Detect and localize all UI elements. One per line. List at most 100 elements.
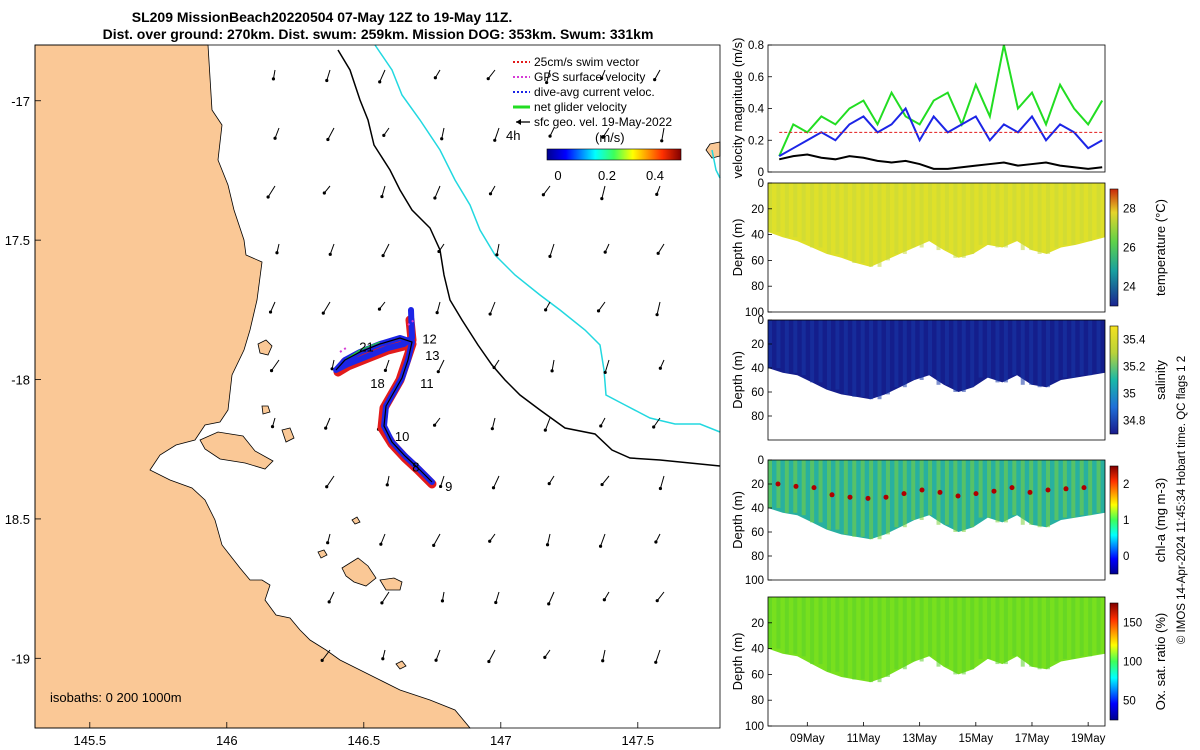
velocity-line-dive-avg-current-veloc- bbox=[778, 106, 1103, 157]
glider-track bbox=[333, 307, 437, 489]
section-stripe bbox=[852, 320, 857, 397]
section-stripe bbox=[869, 460, 874, 540]
surface-velocity-arrow bbox=[546, 69, 551, 83]
colorbar-tick-label: 34.8 bbox=[1123, 416, 1145, 428]
section-stripe bbox=[953, 460, 958, 532]
section-stripe bbox=[810, 183, 815, 248]
surface-velocity-arrowhead bbox=[270, 425, 275, 429]
section-stripe bbox=[1071, 460, 1076, 518]
colorbar-tick-label: 50 bbox=[1123, 696, 1136, 708]
chl-a-sample bbox=[865, 495, 871, 501]
section-stripe bbox=[1088, 597, 1093, 657]
colorbar-tick-label: 24 bbox=[1123, 282, 1136, 294]
surface-velocity-arrowhead bbox=[600, 76, 604, 80]
section-stripe bbox=[1012, 183, 1017, 242]
section-stripe bbox=[1029, 597, 1034, 667]
surface-velocity-arrow bbox=[274, 127, 280, 139]
colorbar-tick-2: 0.4 bbox=[646, 168, 664, 183]
surface-velocity-arrow bbox=[657, 243, 665, 254]
section-stripe bbox=[852, 460, 857, 537]
section-stripe bbox=[784, 460, 789, 513]
section-stripe bbox=[1088, 460, 1093, 516]
section-ytick-label: 20 bbox=[751, 618, 764, 630]
section-stripe bbox=[776, 597, 781, 649]
section-axes-frame bbox=[767, 319, 1106, 441]
legend-label-swim: 25cm/s swim vector bbox=[534, 55, 639, 69]
section-stripe bbox=[852, 597, 857, 680]
surface-velocity-arrow bbox=[494, 127, 500, 141]
section-panel-chl-a: 0 20 40 60 80 100 Depth (m) 0 1 2 chl-a (mg m-3) bbox=[730, 455, 1168, 587]
section-stripe bbox=[970, 597, 975, 670]
island-5 bbox=[379, 577, 403, 591]
section-panel-salinity: 0 20 40 60 80 Depth (m) 34.8 35 35.2 35.4 salinity bbox=[730, 315, 1168, 441]
section-stripe bbox=[902, 183, 907, 254]
surface-velocity-arrowhead bbox=[547, 482, 551, 486]
section-stripe bbox=[768, 183, 772, 233]
surface-velocity-arrowhead bbox=[268, 310, 273, 314]
section-stripe bbox=[1054, 597, 1059, 662]
section-stripe bbox=[987, 597, 992, 659]
section-stripe bbox=[818, 183, 823, 248]
surface-velocity-arrowhead bbox=[433, 196, 437, 200]
velocity-panel: 0 0.2 0.4 0.6 0.8 velocity magnitude (m/s) bbox=[730, 38, 1106, 179]
surface-velocity-arrows bbox=[266, 69, 665, 664]
chl-a-sample bbox=[901, 491, 907, 497]
surface-velocity-arrow bbox=[549, 243, 555, 257]
section-stripe bbox=[928, 183, 933, 242]
section-stripe bbox=[961, 183, 966, 258]
chl-a-sample bbox=[847, 494, 853, 500]
section-colorbar-label: temperature (°C) bbox=[1153, 199, 1168, 296]
section-stripe bbox=[911, 320, 916, 380]
surface-velocity-arrowhead bbox=[381, 253, 385, 258]
surface-velocity-arrow bbox=[654, 69, 661, 80]
section-stripe bbox=[894, 183, 899, 254]
surface-velocity-arrow bbox=[602, 127, 610, 138]
section-ytick-label: 20 bbox=[751, 339, 764, 351]
velocity-ytick-label: 0.2 bbox=[748, 135, 764, 147]
surface-velocity-arrow bbox=[436, 301, 441, 313]
surface-velocity-arrow bbox=[488, 649, 496, 662]
surface-velocity-arrowhead bbox=[655, 599, 659, 603]
section-stripe bbox=[961, 597, 966, 675]
legend-label-dive: dive-avg current veloc. bbox=[534, 85, 655, 99]
colorbar-tick-1: 0.2 bbox=[598, 168, 616, 183]
section-stripe bbox=[818, 460, 823, 523]
surface-velocity-arrowhead bbox=[383, 368, 388, 373]
surface-velocity-arrow bbox=[271, 359, 280, 371]
surface-velocity-arrowhead bbox=[548, 254, 552, 258]
map-colorbar bbox=[546, 148, 682, 161]
track-centerline bbox=[335, 337, 433, 483]
surface-velocity-arrowhead bbox=[434, 658, 438, 662]
surface-velocity-arrowhead bbox=[432, 543, 436, 547]
surface-velocity-arrowhead bbox=[271, 77, 276, 81]
surface-velocity-arrowhead bbox=[658, 486, 663, 491]
isobath-1000m-top-right bbox=[711, 149, 721, 179]
section-stripe bbox=[793, 597, 798, 654]
surface-velocity-arrow bbox=[380, 533, 386, 545]
section-stripe bbox=[1029, 320, 1034, 385]
surface-velocity-arrow bbox=[321, 649, 331, 661]
section-stripe bbox=[835, 460, 840, 530]
section-stripe bbox=[970, 183, 975, 254]
section-ytick-label: 60 bbox=[751, 387, 764, 399]
section-stripe bbox=[826, 597, 831, 672]
surface-velocity-arrowhead bbox=[655, 192, 659, 197]
surface-velocity-arrow bbox=[493, 475, 500, 488]
section-stripe bbox=[1062, 183, 1067, 245]
surface-velocity-arrowhead bbox=[380, 194, 384, 199]
section-stripe bbox=[902, 597, 907, 670]
section-stripe bbox=[1003, 597, 1008, 665]
section-ytick-label: 40 bbox=[751, 230, 764, 242]
section-stripe bbox=[1071, 597, 1076, 659]
surface-velocity-arrowhead bbox=[273, 136, 277, 140]
surface-velocity-arrowhead bbox=[437, 249, 441, 254]
section-stripe bbox=[801, 597, 806, 657]
map-ytick-label: -17 bbox=[11, 94, 30, 109]
colorbar-tick-label: 100 bbox=[1123, 657, 1142, 669]
surface-velocity-arrow bbox=[435, 649, 441, 661]
map-axis-ticks: 145.5 146 146.5 147 147.5 -17 17.5 -18 18.5 -19 bbox=[5, 94, 654, 748]
surface-velocity-arrow bbox=[325, 417, 331, 429]
colorbar-tick-label: 0 bbox=[1123, 551, 1129, 563]
section-ytick-label: 0 bbox=[758, 455, 764, 467]
surface-velocity-arrowhead bbox=[545, 80, 549, 85]
